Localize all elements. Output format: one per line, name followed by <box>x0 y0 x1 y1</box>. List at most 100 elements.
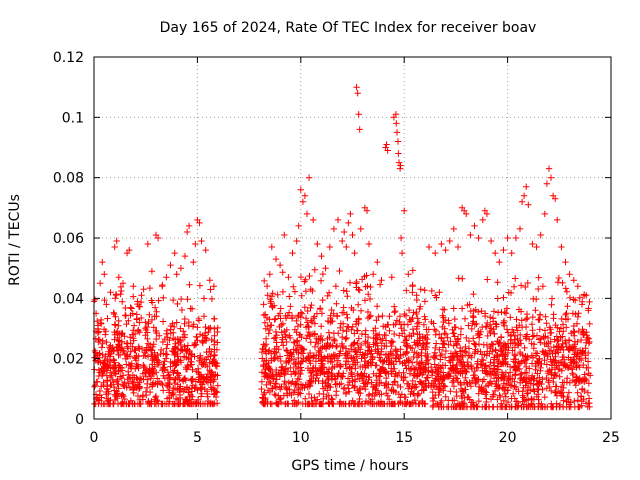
data-point <box>154 234 162 242</box>
data-point <box>307 360 314 367</box>
data-point <box>289 400 296 408</box>
data-point <box>304 323 312 330</box>
data-point <box>173 271 180 278</box>
data-point <box>177 359 185 366</box>
data-point <box>537 364 544 372</box>
data-point <box>566 271 573 278</box>
data-point <box>281 378 288 385</box>
data-point <box>420 321 428 328</box>
data-point <box>508 249 515 257</box>
data-point <box>354 90 361 97</box>
data-point <box>470 290 477 298</box>
data-point <box>297 273 305 281</box>
data-point <box>436 331 443 338</box>
data-point <box>436 346 443 353</box>
data-point <box>574 313 582 321</box>
data-point <box>428 287 435 295</box>
data-point <box>285 379 292 386</box>
data-point <box>197 393 205 400</box>
data-point <box>522 283 529 291</box>
data-point <box>573 374 580 381</box>
data-point <box>409 267 416 274</box>
data-point <box>425 243 433 251</box>
data-point <box>316 305 324 313</box>
data-point <box>162 350 169 358</box>
data-point <box>211 376 218 383</box>
data-point <box>182 396 189 403</box>
data-point <box>500 246 507 254</box>
data-point <box>454 335 462 342</box>
data-point <box>410 371 417 379</box>
data-point <box>553 383 560 390</box>
y-axis-label: ROTI / TECUs <box>7 194 23 286</box>
data-point <box>319 385 327 392</box>
data-point <box>455 369 463 376</box>
data-point <box>440 318 447 326</box>
data-point <box>582 345 589 352</box>
data-point <box>505 344 512 352</box>
data-point <box>548 295 556 302</box>
data-point <box>491 330 498 338</box>
data-point <box>355 301 362 308</box>
data-point <box>176 385 184 392</box>
data-point <box>104 357 111 364</box>
data-point <box>510 356 518 363</box>
data-point <box>196 219 203 227</box>
data-point <box>489 341 497 348</box>
data-point <box>527 387 534 394</box>
data-point <box>333 380 341 387</box>
data-point <box>291 397 298 404</box>
data-point <box>577 356 585 364</box>
data-point <box>142 347 150 354</box>
data-point <box>290 338 298 346</box>
data-point <box>465 345 473 352</box>
data-point <box>100 326 108 333</box>
data-point <box>442 362 449 369</box>
data-point <box>310 216 317 224</box>
data-point <box>549 350 556 357</box>
data-point <box>330 337 338 345</box>
data-point <box>311 320 319 327</box>
data-point <box>362 397 370 405</box>
data-point <box>475 390 482 397</box>
data-point <box>94 317 101 325</box>
data-point <box>151 313 158 320</box>
data-point <box>372 386 379 394</box>
data-point <box>127 348 134 355</box>
data-point <box>161 367 168 374</box>
data-point <box>442 393 449 400</box>
data-point <box>105 351 112 358</box>
data-point <box>505 289 512 296</box>
data-point <box>281 231 288 239</box>
data-point <box>373 317 380 324</box>
data-point <box>382 337 390 344</box>
data-point <box>367 312 374 319</box>
data-point <box>200 360 207 368</box>
data-point <box>372 381 380 388</box>
data-point <box>409 289 416 296</box>
data-point <box>523 356 530 363</box>
data-point <box>135 303 143 310</box>
data-point <box>471 367 478 375</box>
data-point <box>483 210 491 218</box>
data-point <box>578 377 585 385</box>
data-point <box>342 350 349 357</box>
data-point <box>445 341 452 348</box>
data-point <box>515 358 522 366</box>
data-point <box>159 283 166 290</box>
data-point <box>130 293 137 300</box>
data-point <box>391 365 398 372</box>
data-point <box>197 352 204 359</box>
data-point <box>568 356 576 364</box>
data-point <box>341 228 348 236</box>
data-point <box>144 376 151 383</box>
y-tick-label: 0.04 <box>53 291 84 307</box>
data-point <box>520 403 528 411</box>
data-point <box>272 354 279 361</box>
data-point <box>459 387 466 394</box>
data-point <box>188 361 195 368</box>
data-point <box>112 370 119 377</box>
data-point <box>457 379 464 387</box>
data-point <box>328 370 335 377</box>
data-point <box>411 372 419 379</box>
